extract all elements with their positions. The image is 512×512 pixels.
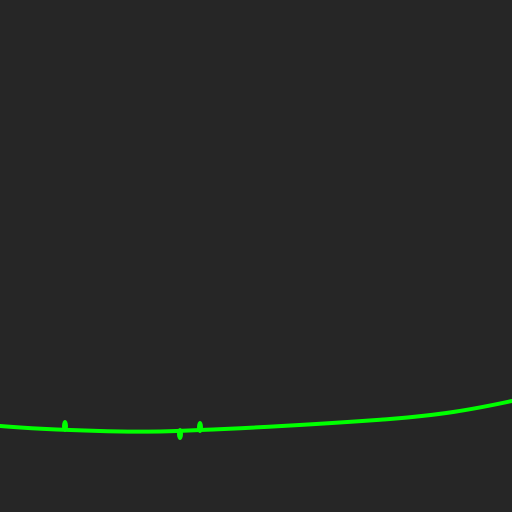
green-curve[interactable]	[0, 399, 512, 434]
control-point-1[interactable]	[62, 420, 68, 432]
control-point-3[interactable]	[197, 421, 203, 433]
control-point-2[interactable]	[177, 428, 183, 440]
